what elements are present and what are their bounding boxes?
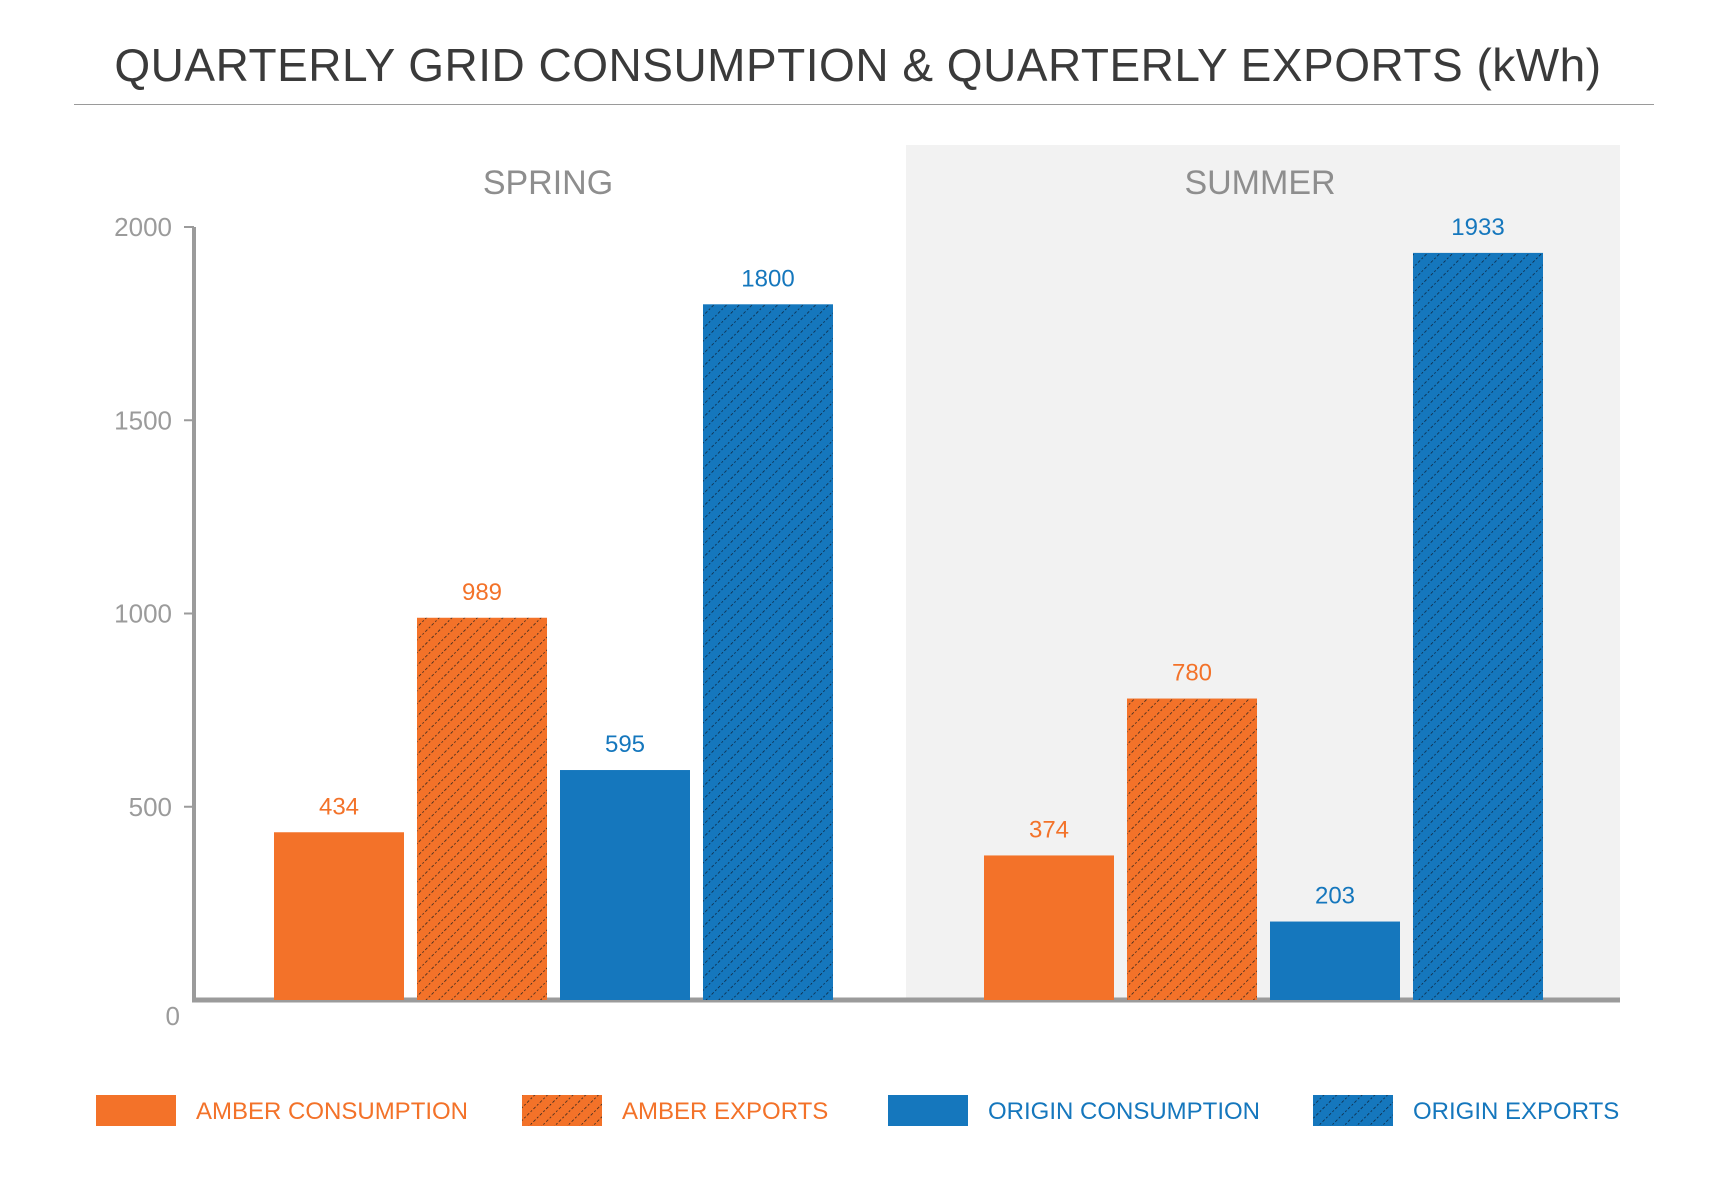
bar-value-label: 595 bbox=[605, 731, 645, 758]
legend-label: AMBER CONSUMPTION bbox=[196, 1098, 468, 1125]
y-tick-label: 1500 bbox=[114, 405, 172, 435]
category-label-spring: SPRING bbox=[483, 164, 613, 202]
bar-origin-exports-spring bbox=[703, 304, 833, 1000]
bar-value-label: 203 bbox=[1315, 883, 1355, 910]
y-tick-label: 500 bbox=[129, 792, 172, 822]
legend-label: ORIGIN CONSUMPTION bbox=[988, 1098, 1260, 1125]
legend-swatch bbox=[96, 1095, 176, 1126]
y-tick-label: 1000 bbox=[114, 599, 172, 629]
bar-value-label: 1933 bbox=[1451, 214, 1504, 241]
bar-origin-consumption-summer bbox=[1270, 921, 1400, 1000]
title-divider bbox=[74, 104, 1654, 105]
bar-value-label: 374 bbox=[1029, 816, 1069, 843]
bar-value-label: 1800 bbox=[741, 265, 794, 292]
bar-amber-consumption-spring bbox=[274, 832, 404, 1000]
bar-value-label: 780 bbox=[1172, 660, 1212, 687]
y-tick-label: 2000 bbox=[114, 212, 172, 242]
bar-amber-consumption-summer bbox=[984, 855, 1114, 1000]
legend-swatch bbox=[1313, 1095, 1393, 1126]
bar-origin-consumption-spring bbox=[560, 770, 690, 1000]
category-label-summer: SUMMER bbox=[1184, 164, 1335, 202]
bar-amber-exports-summer bbox=[1127, 698, 1257, 1000]
bar-value-label: 989 bbox=[462, 579, 502, 606]
bar-origin-exports-summer bbox=[1413, 252, 1543, 1000]
bar-amber-exports-spring bbox=[417, 617, 547, 1000]
legend-swatch bbox=[888, 1095, 968, 1126]
legend-label: AMBER EXPORTS bbox=[622, 1098, 828, 1125]
bar-value-label: 434 bbox=[319, 793, 359, 820]
legend-swatch bbox=[522, 1095, 602, 1126]
y-tick-label: 0 bbox=[166, 1001, 180, 1031]
legend-label: ORIGIN EXPORTS bbox=[1413, 1098, 1619, 1125]
chart-title: QUARTERLY GRID CONSUMPTION & QUARTERLY E… bbox=[114, 39, 1602, 91]
